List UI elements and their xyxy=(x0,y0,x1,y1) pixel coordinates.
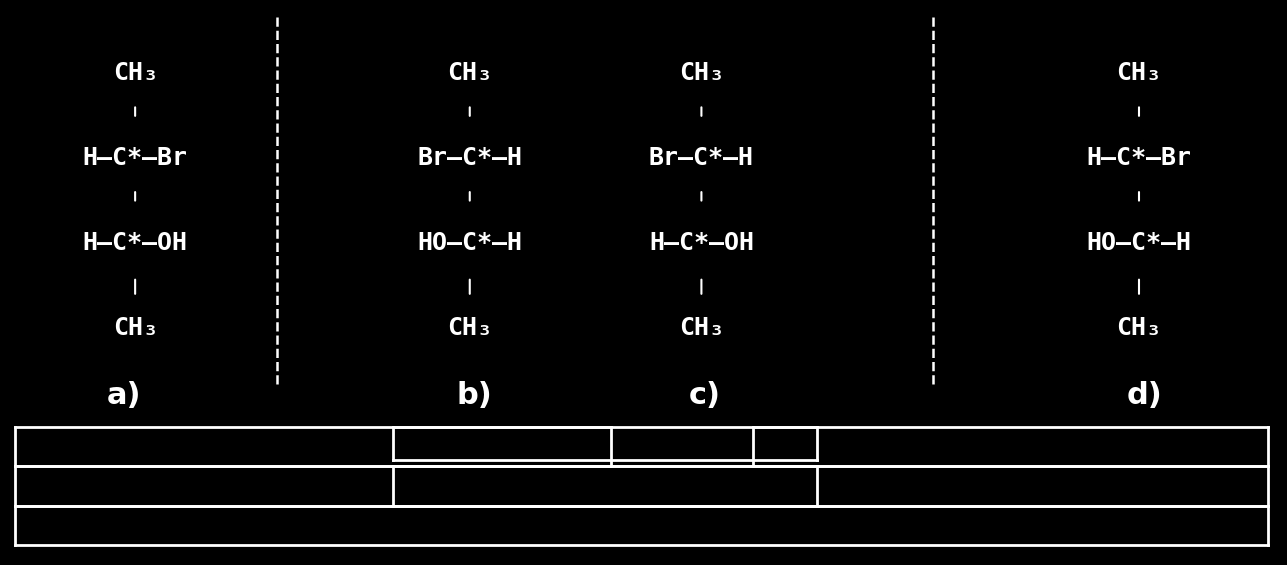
Text: b): b) xyxy=(457,381,493,410)
Text: H–C*–OH: H–C*–OH xyxy=(82,231,188,255)
Text: CH₃: CH₃ xyxy=(680,62,723,85)
Text: H–C*–Br: H–C*–Br xyxy=(82,146,188,170)
Text: Br–C*–H: Br–C*–H xyxy=(649,146,754,170)
Text: CH₃: CH₃ xyxy=(113,62,157,85)
Text: HO–C*–H: HO–C*–H xyxy=(417,231,523,255)
Text: CH₃: CH₃ xyxy=(1117,316,1161,340)
Text: CH₃: CH₃ xyxy=(113,316,157,340)
Text: CH₃: CH₃ xyxy=(1117,62,1161,85)
Text: CH₃: CH₃ xyxy=(680,316,723,340)
Text: c): c) xyxy=(689,381,721,410)
Text: Br–C*–H: Br–C*–H xyxy=(417,146,523,170)
Text: CH₃: CH₃ xyxy=(448,316,492,340)
Text: d): d) xyxy=(1126,381,1162,410)
Text: H–C*–OH: H–C*–OH xyxy=(649,231,754,255)
Text: H–C*–Br: H–C*–Br xyxy=(1086,146,1192,170)
Text: CH₃: CH₃ xyxy=(448,62,492,85)
Text: HO–C*–H: HO–C*–H xyxy=(1086,231,1192,255)
Text: a): a) xyxy=(107,381,142,410)
